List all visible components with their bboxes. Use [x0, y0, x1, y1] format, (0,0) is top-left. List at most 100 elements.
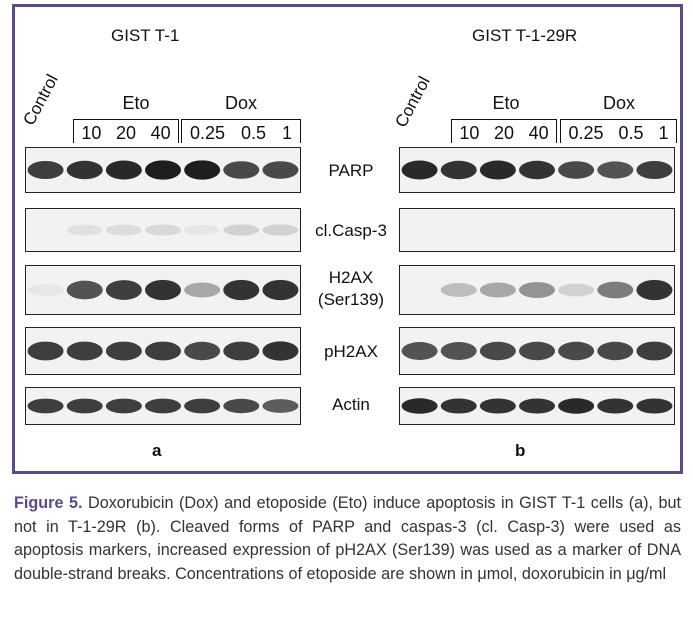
- band-dox-1: [262, 279, 299, 301]
- blot-a-actin: [25, 387, 301, 425]
- panel-a-dox-concs: 0.25 0.5 1: [182, 123, 300, 144]
- band-eto-20: [479, 398, 516, 414]
- panel-b-title: GIST T-1-29R: [472, 26, 578, 45]
- panel-a-eto-conc: 40: [150, 123, 171, 143]
- band-eto-10: [441, 225, 477, 235]
- blot-b-actin: [399, 387, 675, 425]
- blot-a-parp: [25, 147, 301, 193]
- marker-label-h2ax: H2AX (Ser139): [303, 267, 399, 311]
- band-eto-20: [105, 224, 142, 236]
- band-eto-20: [105, 341, 142, 361]
- blot-a-clcasp3: [25, 208, 301, 252]
- band-dox-0.25: [184, 341, 221, 361]
- panel-b-dox-concs: 0.25 0.5 1: [561, 123, 676, 144]
- panel-a-eto-bracket: 10 20 40: [73, 119, 179, 143]
- panel-a-eto-conc: 10: [81, 123, 102, 143]
- marker-label-line: Actin: [332, 395, 370, 414]
- band-dox-1: [636, 225, 672, 235]
- band-dox-0.25: [558, 398, 595, 414]
- band-dox-0.25: [184, 160, 221, 180]
- marker-label-ph2ax: pH2AX: [303, 341, 399, 363]
- band-control: [402, 225, 438, 235]
- band-control: [27, 160, 64, 180]
- band-dox-1: [636, 279, 673, 301]
- panel-a-control-label: Control: [19, 71, 62, 129]
- panel-b-dox-conc: 0.5: [618, 123, 644, 143]
- band-control: [401, 342, 438, 360]
- marker-label-parp: PARP: [303, 160, 399, 182]
- band-eto-10: [440, 342, 477, 360]
- band-eto-20: [479, 282, 516, 298]
- panel-b-eto-conc: 40: [528, 123, 549, 143]
- band-eto-10: [440, 398, 477, 414]
- panel-b-eto-bracket: 10 20 40: [451, 119, 557, 143]
- band-eto-20: [105, 398, 142, 414]
- band-dox-0.25: [184, 224, 221, 236]
- panel-a-dox-conc: 0.5: [241, 123, 267, 143]
- blot-a-ph2ax: [25, 327, 301, 375]
- band-dox-0.5: [597, 398, 634, 414]
- band-dox-0.5: [597, 161, 634, 179]
- band-dox-0.5: [223, 398, 260, 414]
- band-eto-20: [105, 280, 142, 300]
- band-dox-0.25: [558, 161, 595, 179]
- band-eto-40: [144, 160, 182, 180]
- panel-b-eto-concs: 10 20 40: [452, 123, 556, 144]
- band-dox-0.5: [223, 224, 260, 236]
- band-dox-1: [262, 399, 299, 413]
- marker-label-line: PARP: [328, 161, 374, 180]
- panel-a-dox-conc: 0.25: [189, 123, 226, 143]
- marker-label-clcasp3: cl.Casp-3: [303, 220, 399, 242]
- panel-a-eto-label: Eto: [122, 93, 150, 113]
- panel-b-eto-conc: 10: [459, 123, 480, 143]
- caption-text: Doxorubicin (Dox) and etoposide (Eto) in…: [14, 494, 681, 583]
- band-dox-1: [636, 160, 673, 180]
- band-dox-0.25: [558, 225, 594, 235]
- blot-a-h2ax: [25, 265, 301, 315]
- blot-b-clcasp3: [399, 208, 675, 252]
- band-dox-1: [262, 161, 299, 179]
- marker-label-line: cl.Casp-3: [315, 221, 387, 240]
- panel-b-dox-bracket: 0.25 0.5 1: [560, 119, 677, 143]
- band-eto-40: [519, 225, 555, 235]
- band-control: [401, 398, 438, 414]
- band-dox-1: [636, 341, 673, 361]
- band-control: [28, 225, 64, 235]
- band-eto-10: [440, 160, 477, 180]
- blot-b-h2ax: [399, 265, 675, 315]
- band-eto-10: [66, 341, 103, 361]
- panel-b-dox-conc: 1: [658, 123, 669, 143]
- band-eto-40: [144, 224, 182, 236]
- band-dox-1: [262, 224, 299, 236]
- band-dox-1: [262, 341, 299, 361]
- panel-b-dox-conc: 0.25: [568, 123, 604, 143]
- band-control: [27, 284, 64, 296]
- band-eto-10: [66, 280, 103, 300]
- band-dox-0.25: [184, 282, 221, 298]
- band-eto-10: [66, 160, 103, 180]
- panel-a-dox-bracket: 0.25 0.5 1: [181, 119, 301, 143]
- blot-b-parp: [399, 147, 675, 193]
- band-eto-40: [144, 398, 182, 414]
- marker-label-line: pH2AX: [324, 342, 378, 361]
- band-eto-10: [66, 224, 103, 236]
- figure-caption: Figure 5. Doxorubicin (Dox) and etoposid…: [14, 492, 681, 586]
- band-dox-0.5: [597, 281, 634, 299]
- band-eto-10: [440, 283, 477, 297]
- band-dox-1: [636, 398, 673, 414]
- band-control: [27, 398, 64, 414]
- band-dox-0.5: [597, 341, 634, 361]
- panel-a-dox-label: Dox: [224, 93, 257, 113]
- panel-b-eto-conc: 20: [493, 123, 514, 143]
- band-control: [402, 284, 438, 296]
- panel-a-eto-conc: 20: [115, 123, 136, 143]
- band-eto-20: [105, 160, 142, 180]
- panel-b-letter: b: [515, 441, 526, 460]
- band-eto-40: [518, 341, 556, 361]
- figure-frame: GIST T-1 Control Eto Dox 10 20 40 0.25 0…: [12, 4, 683, 474]
- band-eto-20: [479, 160, 516, 180]
- band-dox-0.5: [223, 341, 260, 361]
- band-dox-0.25: [184, 398, 221, 414]
- band-dox-0.5: [597, 225, 633, 235]
- band-dox-0.25: [558, 341, 595, 361]
